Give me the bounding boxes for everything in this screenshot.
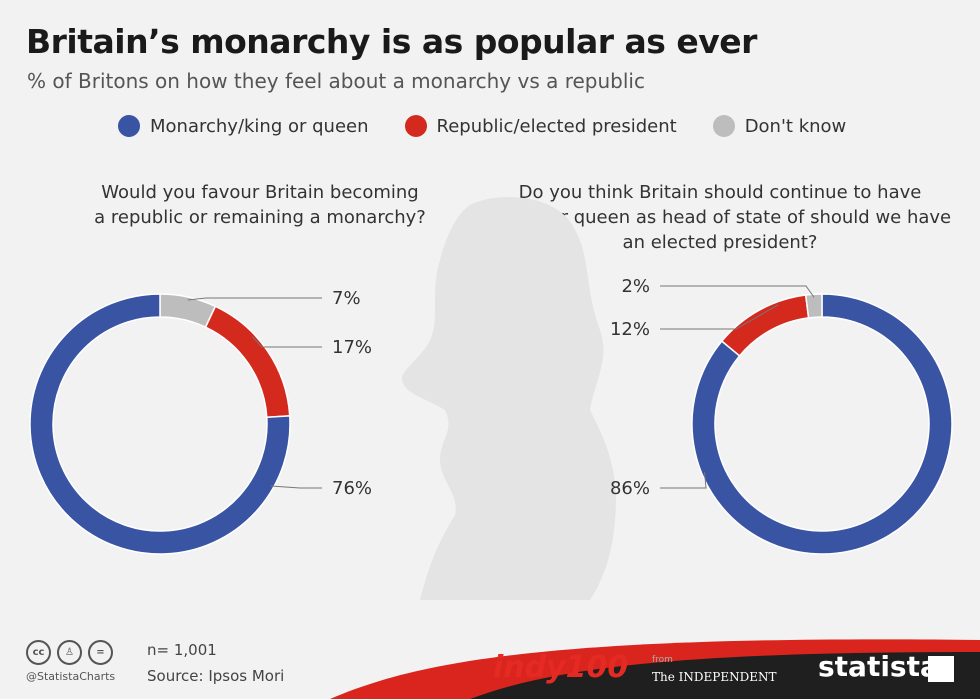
donut-slice — [29, 293, 291, 555]
data-label: 86% — [610, 478, 650, 499]
by-icon: ♙ — [57, 640, 82, 665]
donut-slice — [804, 293, 823, 319]
data-label: 76% — [332, 478, 372, 499]
queen-silhouette-icon — [401, 197, 616, 600]
donut-slice — [720, 294, 810, 357]
donut-slice — [691, 293, 953, 555]
cc-license-icons: cc ♙ = — [26, 640, 113, 665]
chart1-question: Would you favour Britain becoming a repu… — [60, 180, 460, 230]
legend-swatch-republic — [404, 115, 427, 137]
legend-swatch-monarchy — [118, 115, 140, 137]
nd-icon: = — [88, 640, 113, 665]
footer-dark-band — [470, 652, 980, 699]
legend-label-monarchy: Monarchy/king or queen — [150, 115, 369, 137]
legend-item-dont-know: Don't know — [712, 115, 847, 137]
sample-size: n= 1,001 — [147, 641, 217, 659]
from-label: from — [652, 655, 673, 665]
donut-chart-1: 7% 17% 76% — [29, 288, 372, 555]
chart1-question-line: a republic or remaining a monarchy? — [94, 207, 426, 228]
chart1-question-line: Would you favour Britain becoming — [101, 182, 419, 203]
cc-icon: cc — [26, 640, 51, 665]
leader-line — [187, 297, 322, 301]
legend-label-dont-know: Don't know — [744, 115, 847, 137]
leader-line — [270, 485, 322, 489]
donut-chart-2: 2% 12% 86% — [610, 276, 953, 555]
chart2-question-line: an elected president? — [622, 232, 818, 253]
leader-line — [660, 472, 707, 489]
legend-swatch-dont-know — [712, 115, 735, 137]
leader-line — [660, 285, 815, 298]
chart-title: Britain’s monarchy is as popular as ever — [26, 22, 757, 61]
indy100-logo: indy100 — [493, 650, 629, 685]
data-label: 7% — [332, 288, 361, 309]
donut-slice — [204, 305, 291, 419]
legend: Monarchy/king or queen Republic/elected … — [118, 115, 882, 137]
legend-item-monarchy: Monarchy/king or queen — [118, 115, 369, 137]
source-text: Source: Ipsos Mori — [147, 667, 285, 685]
chart2-question: Do you think Britain should continue to … — [480, 180, 960, 255]
leader-line — [660, 304, 779, 330]
statista-logo: statista — [818, 650, 939, 683]
legend-label-republic: Republic/elected president — [436, 115, 677, 137]
data-label: 2% — [621, 276, 650, 297]
chart-subtitle: % of Britons on how they feel about a mo… — [27, 69, 645, 93]
independent-logo: The INDEPENDENT — [652, 670, 777, 684]
statista-mark-icon — [928, 656, 954, 682]
chart2-question-line: Do you think Britain should continue to … — [518, 182, 922, 203]
data-label: 17% — [332, 337, 372, 358]
legend-item-republic: Republic/elected president — [404, 115, 677, 137]
chart2-question-line: a king or queen as head of state of shou… — [488, 207, 952, 228]
twitter-handle: @StatistaCharts — [26, 670, 116, 683]
donut-slice — [159, 293, 217, 329]
data-label: 12% — [610, 319, 650, 340]
leader-line — [251, 336, 322, 348]
